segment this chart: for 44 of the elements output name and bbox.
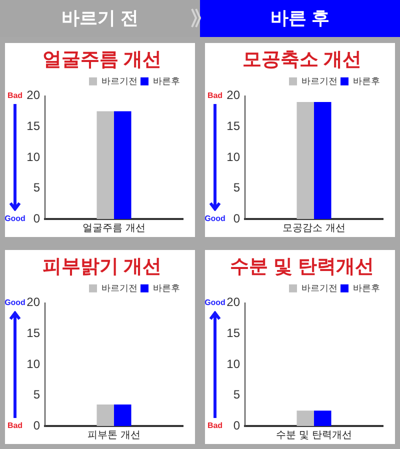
y-tick-label: 5: [33, 180, 40, 195]
legend-label: 바르기전: [302, 76, 338, 86]
y-tick-label: 20: [26, 88, 40, 102]
legend-label: 바른후: [353, 282, 380, 293]
legend-label: 바르기전: [102, 76, 138, 86]
text: Bad: [207, 421, 223, 430]
chart-title: 모공축소 개선: [242, 50, 362, 71]
y-tick-label: 0: [33, 211, 40, 226]
y-tick-label: 20: [226, 295, 240, 310]
y-tick-label: 15: [26, 326, 40, 340]
legend-label: 바른후: [153, 76, 180, 86]
x-tick-label: 모공감소 개선: [282, 222, 346, 234]
text: Good: [4, 214, 26, 224]
y-tick-label: 10: [26, 356, 40, 371]
text: Bad: [207, 91, 223, 100]
legend-label: 바르기전: [102, 282, 138, 293]
y-tick-label: 0: [233, 418, 240, 432]
y-tick-label: 5: [33, 388, 40, 402]
y-tick-label: 5: [233, 388, 240, 402]
y-tick-label: 10: [226, 356, 240, 371]
y-tick-label: 10: [26, 150, 40, 164]
legend-label: 바르기전: [302, 282, 338, 293]
y-tick-label: 20: [26, 295, 40, 310]
text: Good: [204, 298, 226, 308]
y-tick-label: 5: [233, 180, 240, 195]
chart-title: 피부밝기 개선: [42, 256, 162, 278]
text: Bad: [7, 91, 23, 100]
text: 바르기 전: [0, 0, 200, 37]
legend-label: 바른후: [153, 282, 180, 293]
text: Good: [204, 214, 226, 224]
x-tick-label: 피부톤 개선: [88, 430, 140, 441]
text: 바른 후: [200, 0, 400, 37]
y-tick-label: 0: [233, 211, 240, 226]
legend-label: 바른후: [353, 76, 380, 86]
y-tick-label: 15: [26, 118, 40, 133]
y-tick-label: 10: [226, 150, 240, 164]
y-tick-label: 0: [33, 418, 40, 432]
text: Bad: [7, 421, 23, 430]
text: Good: [4, 298, 26, 308]
y-tick-label: 15: [226, 326, 240, 340]
y-tick-label: 15: [226, 118, 240, 133]
text: 얼굴주름 개선: [82, 222, 146, 234]
text: 수분 및 탄력개선: [276, 430, 352, 441]
y-tick-label: 20: [226, 88, 240, 102]
